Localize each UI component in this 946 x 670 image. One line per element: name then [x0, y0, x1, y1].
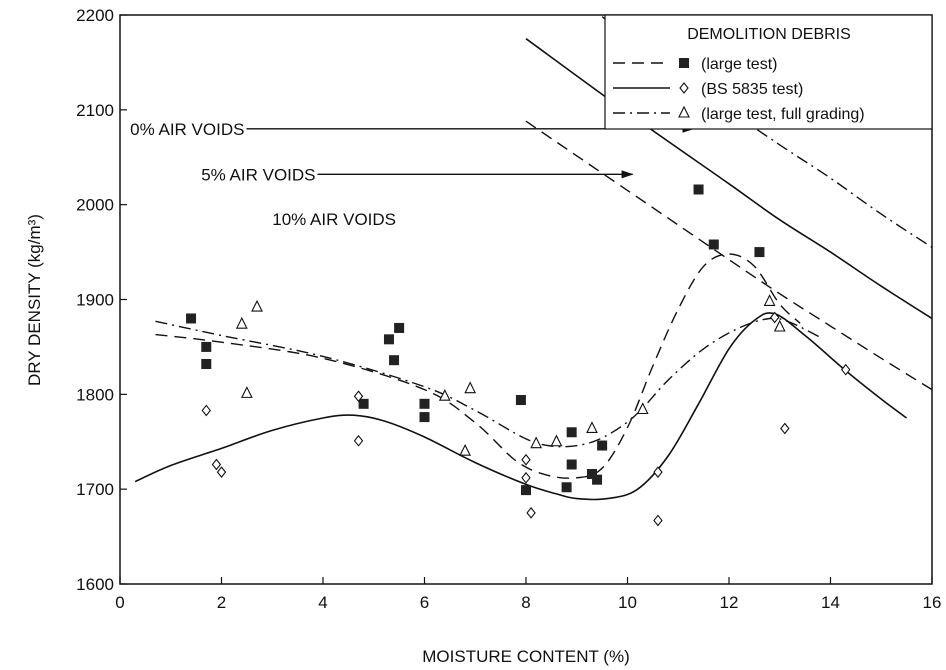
- data-point: [521, 485, 531, 496]
- y-tick-label: 2000: [76, 196, 114, 215]
- x-tick-label: 10: [618, 593, 637, 612]
- data-point: [653, 466, 663, 478]
- legend-box: [604, 14, 933, 130]
- annotations-layer: 0% AIR VOIDS 5% AIR VOIDS 10% AIR VOIDS: [130, 120, 695, 229]
- x-tick-label: 12: [720, 593, 739, 612]
- legend-entry-label: (BS 5835 test): [701, 81, 803, 98]
- x-tick-label: 6: [420, 593, 429, 612]
- data-point: [464, 381, 477, 394]
- y-axis-title: DRY DENSITY (kg/m³): [25, 214, 44, 386]
- y-tick-label: 1900: [76, 291, 114, 310]
- series-curve: [155, 317, 821, 448]
- data-point: [586, 421, 598, 434]
- data-point: [773, 319, 786, 332]
- data-point: [235, 316, 248, 329]
- annotation-label: 0% AIR VOIDS: [130, 120, 244, 139]
- data-point: [521, 453, 531, 466]
- data-point: [530, 436, 543, 449]
- x-tick-label: 16: [923, 593, 942, 612]
- data-point: [636, 402, 649, 415]
- data-point: [586, 468, 597, 479]
- data-point: [389, 355, 400, 366]
- data-point: [592, 474, 603, 485]
- data-point: [438, 389, 451, 401]
- data-point: [394, 322, 405, 333]
- data-point: [780, 422, 790, 435]
- data-point: [186, 313, 197, 324]
- data-point: [251, 299, 263, 312]
- data-point: [459, 444, 471, 456]
- data-point: [515, 395, 526, 406]
- x-tick-label: 8: [521, 593, 530, 612]
- data-point: [693, 184, 704, 195]
- annotation-label: 10% AIR VOIDS: [272, 210, 396, 229]
- data-point: [201, 404, 211, 417]
- data-point: [754, 247, 765, 258]
- data-point: [419, 412, 430, 423]
- legend-marker: [678, 105, 690, 118]
- data-point: [566, 459, 577, 470]
- series-curve: [155, 253, 801, 479]
- x-axis-title: MOISTURE CONTENT (%): [422, 647, 629, 666]
- data-point: [763, 294, 776, 306]
- data-point: [201, 358, 212, 369]
- data-point: [561, 482, 572, 493]
- y-tick-label: 2100: [76, 101, 114, 120]
- y-tick-label: 1700: [76, 480, 114, 499]
- data-point: [566, 427, 577, 438]
- y-tick-label: 2200: [76, 6, 114, 25]
- data-point: [769, 311, 780, 324]
- annotation-label: 5% AIR VOIDS: [201, 165, 315, 184]
- data-point: [201, 341, 212, 352]
- air-voids-curve: [598, 15, 932, 248]
- data-point: [353, 434, 364, 447]
- legend-marker: [679, 58, 689, 68]
- x-tick-label: 14: [821, 593, 840, 612]
- legend-entry-label: (large test): [701, 56, 777, 73]
- data-point: [211, 458, 222, 471]
- air-voids-curve: [525, 120, 932, 391]
- data-point: [521, 471, 531, 484]
- data-point: [240, 386, 253, 398]
- data-point: [383, 334, 394, 345]
- data-point: [653, 514, 663, 527]
- legend: DEMOLITION DEBRIS (large test) (BS 5835 t…: [604, 14, 933, 130]
- y-tick-label: 1800: [76, 385, 114, 404]
- data-point: [526, 506, 536, 519]
- data-point: [419, 398, 430, 409]
- data-point: [358, 398, 369, 409]
- legend-entry-label: (large test, full grading): [701, 106, 865, 123]
- data-point: [708, 239, 719, 250]
- y-tick-label: 1600: [76, 575, 114, 594]
- data-point: [841, 363, 851, 376]
- axes-layer: 0 2 4 6 8 10 12 14 16 1600 1700 1800 1900 2000 2100 220…: [76, 6, 941, 612]
- data-point: [550, 434, 563, 447]
- data-point: [597, 440, 608, 451]
- series-curve: [134, 312, 908, 501]
- legend-marker: [679, 82, 689, 94]
- x-tick-label: 2: [217, 593, 226, 612]
- data-point: [216, 466, 227, 478]
- x-tick-label: 4: [318, 593, 327, 612]
- points-layer: [186, 184, 851, 527]
- data-point: [353, 390, 364, 403]
- x-tick-label: 0: [115, 593, 124, 612]
- legend-title: DEMOLITION DEBRIS: [687, 26, 851, 43]
